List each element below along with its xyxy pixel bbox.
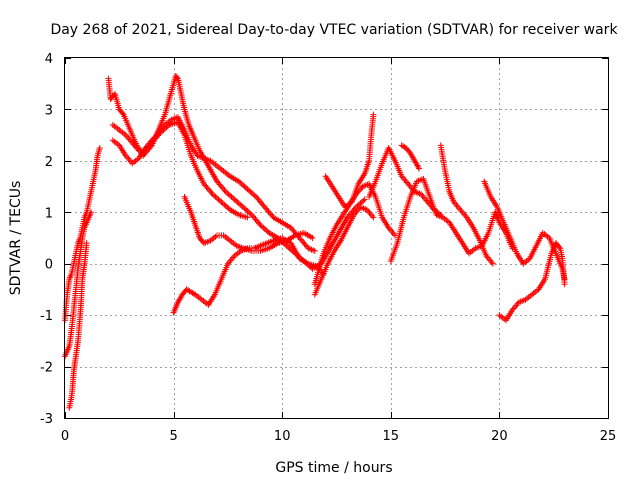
x-tick-label: 15 — [383, 429, 400, 444]
x-tick-label: 20 — [491, 429, 508, 444]
y-tick-label: 4 — [45, 52, 53, 67]
x-tick-label: 0 — [61, 429, 69, 444]
chart-title: Day 268 of 2021, Sidereal Day-to-day VTE… — [50, 22, 618, 38]
x-tick-label: 25 — [600, 429, 617, 444]
y-tick-label: 3 — [45, 103, 53, 118]
y-tick-label: -2 — [40, 361, 53, 376]
y-tick-label: 0 — [45, 258, 53, 273]
data-points — [62, 73, 568, 411]
x-tick-label: 10 — [274, 429, 291, 444]
y-tick-label: -1 — [40, 309, 53, 324]
y-tick-labels: -3 -2 -1 0 1 2 3 4 — [40, 52, 53, 427]
y-tick-label: 2 — [45, 155, 53, 170]
grid-lines — [65, 58, 608, 418]
x-axis-label: GPS time / hours — [275, 460, 392, 476]
x-tick-label: 5 — [169, 429, 177, 444]
y-tick-label: 1 — [45, 206, 53, 221]
x-tick-labels: 0 5 10 15 20 25 — [61, 429, 616, 444]
y-tick-label: -3 — [40, 412, 53, 427]
plot-frame — [64, 57, 609, 419]
data-point-markers — [62, 73, 568, 411]
y-axis-label: SDTVAR / TECUs — [8, 181, 24, 296]
